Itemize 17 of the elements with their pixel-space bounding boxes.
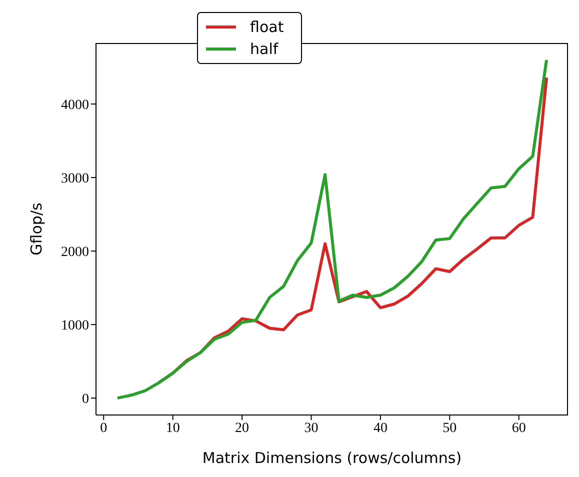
legend-label: float xyxy=(250,18,284,36)
y-tick-label: 1000 xyxy=(61,318,89,334)
y-tick-label: 0 xyxy=(82,392,89,408)
y-tick-label: 2000 xyxy=(61,245,89,260)
y-tick-label: 4000 xyxy=(61,98,89,113)
line-series xyxy=(116,58,548,400)
x-axis-title: Matrix Dimensions (rows/columns) xyxy=(202,449,462,467)
x-tick-label: 0 xyxy=(100,420,108,436)
y-axis-title: Gflop/s xyxy=(27,202,46,256)
x-tick-label: 30 xyxy=(304,420,318,436)
x-tick-label: 40 xyxy=(373,420,388,436)
y-tick-label: 3000 xyxy=(61,172,89,187)
legend-label: half xyxy=(250,40,278,58)
x-tick-label: 50 xyxy=(442,420,457,436)
x-tick-label: 20 xyxy=(235,420,250,436)
x-tick-label: 60 xyxy=(512,420,526,436)
x-tick-label: 10 xyxy=(166,420,180,436)
